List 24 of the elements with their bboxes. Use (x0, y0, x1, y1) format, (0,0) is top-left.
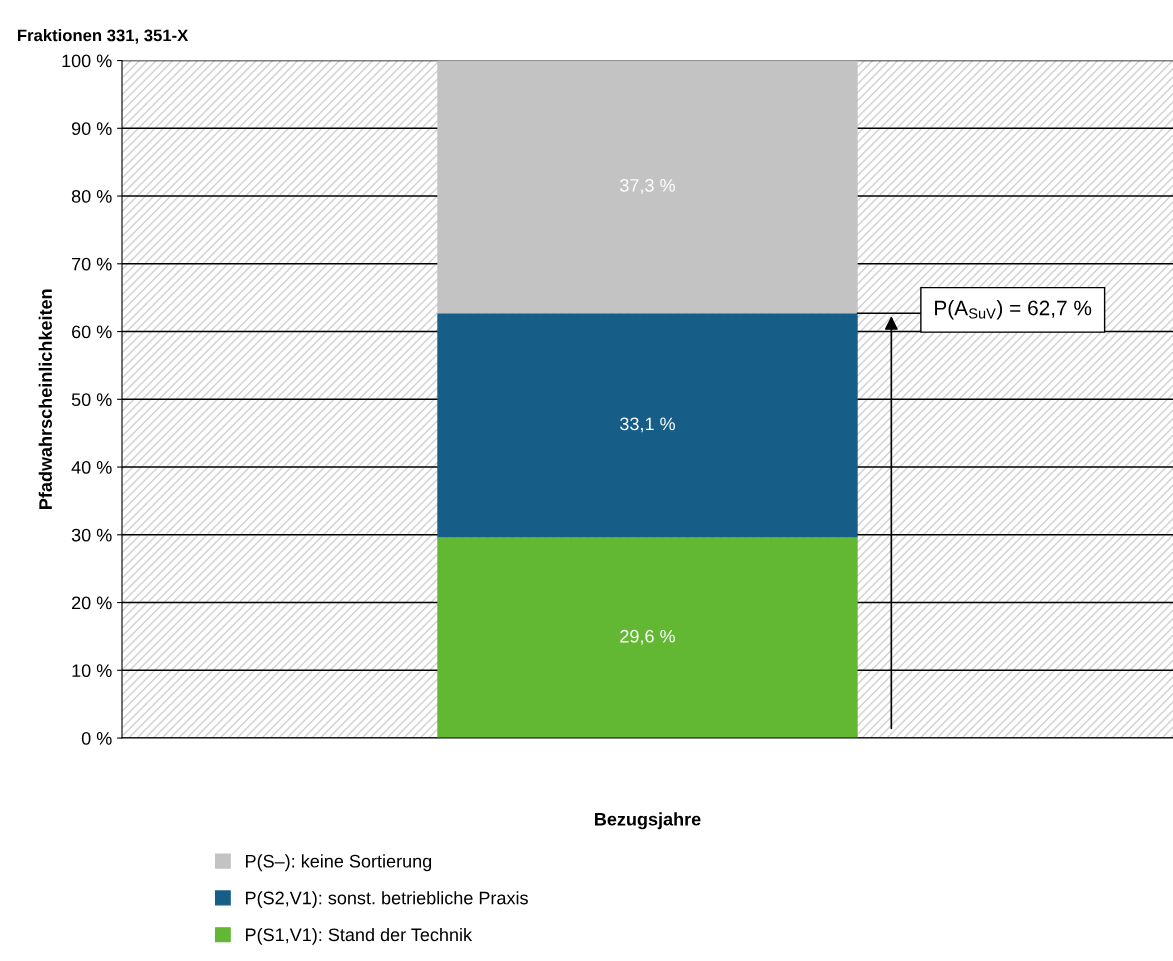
legend-label: P(S1,V1): Stand der Technik (246, 927, 473, 945)
y-tick-label: 40 % (71, 460, 112, 474)
y-tick-label: 10 % (72, 664, 112, 678)
y-tick-label: 90 % (71, 122, 112, 136)
y-tick-label: 50 % (71, 393, 112, 407)
y-axis-title: Pfadwahrscheinlichkeiten (38, 289, 52, 509)
annotation: P(A$_{SuV}$) = 62,7 % (935, 300, 1092, 320)
legend-label: P(S–): keine Sortierung (246, 854, 432, 872)
data-label: 33,1 % (620, 417, 675, 433)
y-tick-label: 70 % (72, 257, 112, 271)
data-label: 29,6 % (620, 629, 675, 645)
x-axis-title: Bezugsjahre (595, 812, 701, 830)
y-tick-label: 30 % (71, 528, 112, 542)
y-tick-label: 60 % (72, 325, 112, 339)
legend-label: P(S2,V1): sonst. betriebliche Praxis (246, 891, 528, 908)
bar (437, 537, 858, 739)
y-tick-label: 100 % (62, 54, 112, 68)
y-tick-label: 80 % (71, 189, 112, 203)
bar (437, 313, 858, 538)
y-tick-label: 20 % (72, 596, 112, 610)
y-tick-label: 0 % (81, 731, 112, 745)
chart-title: Fraktionen 331, 351-X (18, 29, 189, 44)
bar (437, 60, 858, 314)
data-label: 37,3 % (620, 178, 675, 194)
